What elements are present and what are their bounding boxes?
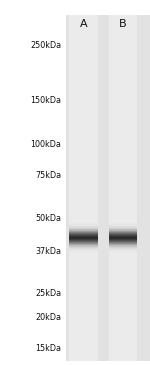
Bar: [109, 241, 137, 242]
Text: 15kDa: 15kDa: [36, 344, 62, 353]
Bar: [69, 232, 98, 233]
Bar: [69, 244, 98, 245]
Text: 250kDa: 250kDa: [30, 41, 62, 50]
Bar: [69, 235, 98, 236]
Bar: [69, 248, 98, 249]
Bar: [109, 232, 137, 233]
Bar: [69, 230, 98, 231]
Text: 150kDa: 150kDa: [30, 96, 62, 105]
Text: 25kDa: 25kDa: [35, 289, 62, 298]
Bar: [109, 225, 137, 226]
Bar: [109, 231, 137, 232]
Bar: [69, 252, 98, 253]
Bar: [109, 250, 137, 251]
Text: 75kDa: 75kDa: [35, 171, 62, 180]
Text: 20kDa: 20kDa: [36, 313, 62, 322]
Bar: [69, 15, 98, 361]
Bar: [109, 240, 137, 241]
Text: A: A: [80, 19, 87, 29]
Bar: [109, 229, 137, 230]
Bar: [109, 246, 137, 247]
Bar: [69, 229, 98, 230]
Bar: [109, 237, 137, 238]
Bar: [109, 228, 137, 229]
Bar: [109, 233, 137, 234]
Bar: [69, 243, 98, 244]
Bar: [109, 223, 137, 224]
Bar: [109, 249, 137, 250]
Bar: [109, 224, 137, 225]
Bar: [69, 224, 98, 225]
Bar: [109, 235, 137, 236]
Bar: [69, 226, 98, 227]
Bar: [109, 251, 137, 252]
Bar: [109, 234, 137, 235]
Text: 37kDa: 37kDa: [36, 247, 62, 256]
Text: 50kDa: 50kDa: [36, 214, 62, 223]
Bar: [109, 238, 137, 239]
Bar: [69, 249, 98, 250]
Bar: [109, 230, 137, 231]
Bar: [66, 15, 150, 361]
Bar: [109, 248, 137, 249]
Bar: [109, 236, 137, 237]
Bar: [109, 243, 137, 244]
Bar: [109, 245, 137, 246]
Text: B: B: [119, 19, 127, 29]
Bar: [109, 247, 137, 248]
Bar: [69, 234, 98, 235]
Bar: [69, 236, 98, 237]
Bar: [109, 242, 137, 243]
Bar: [69, 241, 98, 242]
Text: 100kDa: 100kDa: [31, 140, 62, 149]
Bar: [69, 245, 98, 246]
Bar: [109, 15, 137, 361]
Bar: [69, 237, 98, 238]
Bar: [109, 244, 137, 245]
Bar: [69, 239, 98, 240]
Bar: [69, 225, 98, 226]
Bar: [69, 251, 98, 252]
Bar: [109, 227, 137, 228]
Bar: [69, 233, 98, 234]
Bar: [69, 242, 98, 243]
Bar: [69, 223, 98, 224]
Bar: [69, 238, 98, 239]
Bar: [109, 252, 137, 253]
Bar: [69, 247, 98, 248]
Bar: [109, 239, 137, 240]
Bar: [69, 246, 98, 247]
Bar: [109, 226, 137, 227]
Bar: [69, 228, 98, 229]
Bar: [69, 250, 98, 251]
Bar: [69, 240, 98, 241]
Bar: [69, 231, 98, 232]
Bar: [69, 227, 98, 228]
